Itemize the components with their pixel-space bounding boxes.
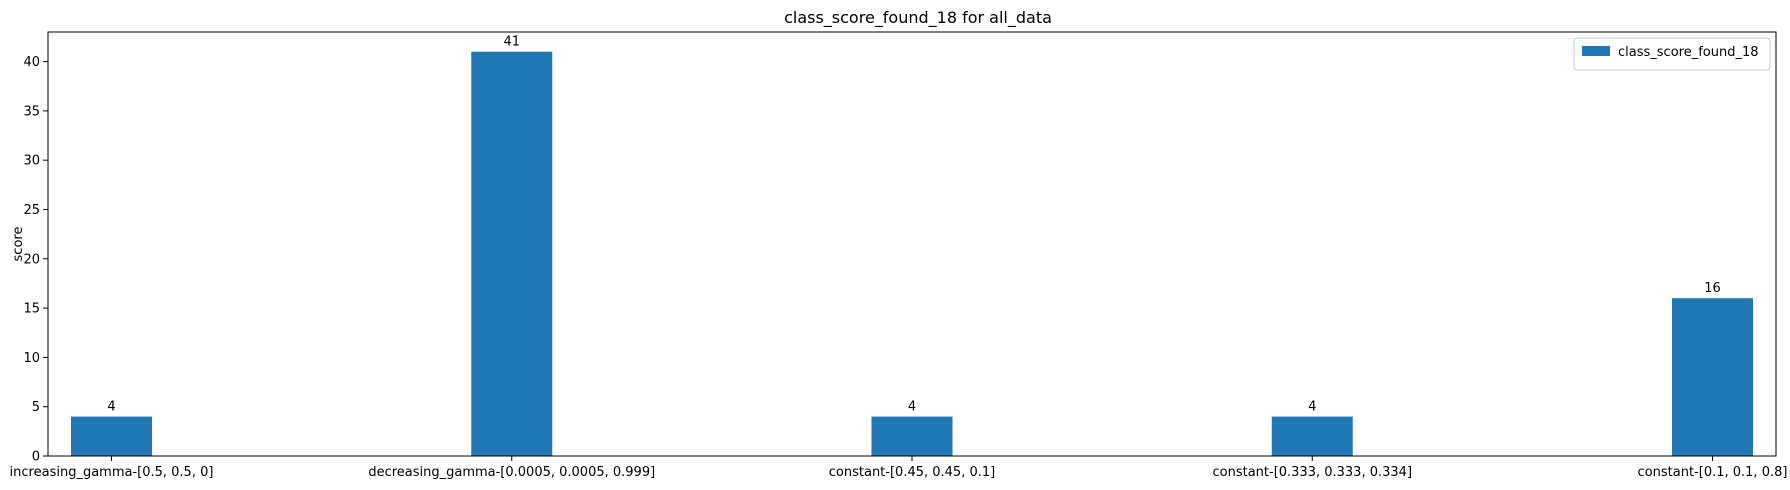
x-tick-label: constant-[0.45, 0.45, 0.1]	[829, 465, 995, 480]
bar	[1672, 298, 1753, 456]
y-tick-label: 10	[23, 351, 40, 366]
data-label: 4	[908, 400, 916, 415]
y-tick-label: 35	[23, 104, 40, 119]
data-label: 16	[1704, 281, 1721, 296]
legend-swatch	[1582, 46, 1610, 56]
data-label: 4	[1308, 400, 1316, 415]
y-tick-label: 40	[23, 55, 40, 70]
y-tick-label: 5	[32, 400, 40, 415]
y-tick-label: 25	[23, 203, 40, 218]
y-tick-label: 30	[23, 154, 40, 169]
axes-frame	[47, 31, 1777, 457]
bar	[71, 416, 152, 456]
legend: class_score_found_18	[1573, 37, 1771, 71]
bar	[471, 51, 553, 456]
y-tick-label: 20	[23, 252, 40, 267]
legend-label: class_score_found_18	[1618, 45, 1759, 60]
bar	[871, 416, 953, 456]
data-label: 41	[503, 35, 520, 50]
x-tick-label: constant-[0.333, 0.333, 0.334]	[1212, 465, 1412, 480]
chart-title: class_score_found_18 for all_data	[784, 8, 1052, 28]
x-tick-label: increasing_gamma-[0.5, 0.5, 0]	[10, 465, 214, 480]
bar	[1271, 416, 1353, 456]
plot-area: 4 41 4 4 16 0 5 10 15 20 25 30 35 40 increasing_gamma-…	[10, 31, 1788, 480]
y-axis-label: score	[11, 227, 26, 262]
y-tick-label: 0	[32, 450, 40, 465]
x-tick-label: decreasing_gamma-[0.0005, 0.0005, 0.999]	[368, 465, 655, 480]
x-tick-label: constant-[0.1, 0.1, 0.8]	[1638, 465, 1788, 480]
legend-frame	[1573, 37, 1771, 71]
y-tick-label: 15	[23, 302, 40, 317]
data-label: 4	[107, 400, 115, 415]
